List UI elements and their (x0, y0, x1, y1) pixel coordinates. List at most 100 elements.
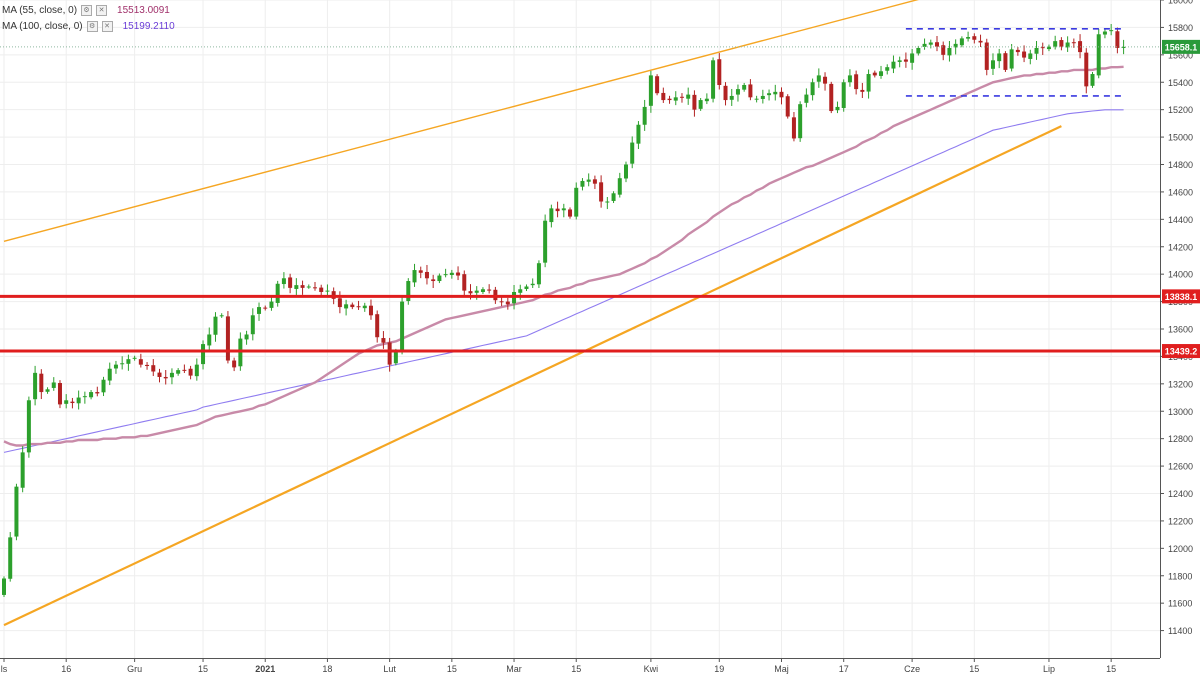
candle-body (910, 53, 915, 63)
gear-icon[interactable]: ⚙ (86, 20, 98, 32)
candle-body (723, 85, 728, 101)
candle-body (194, 364, 199, 377)
candle-body (269, 301, 274, 308)
close-icon[interactable]: ✕ (96, 4, 108, 16)
candle-body (232, 360, 237, 368)
candle-body (132, 357, 137, 359)
candle-body (356, 306, 361, 308)
candle-body (505, 301, 510, 305)
candle-body (456, 272, 461, 276)
legend-ma55-value: 15513.0091 (117, 4, 170, 16)
candle-body (400, 301, 405, 352)
candle-body (804, 94, 809, 103)
close-icon[interactable]: ✕ (101, 20, 113, 32)
candle-body (306, 286, 311, 288)
candle-body (891, 61, 896, 69)
candle-body (151, 365, 156, 372)
candle-body (39, 373, 44, 393)
candle-body (972, 36, 977, 40)
candle-body (1022, 51, 1027, 58)
y-tick-label: 11600 (1168, 599, 1192, 609)
candle-body (1121, 46, 1126, 48)
x-tick-label: ls (1, 664, 8, 674)
gear-icon[interactable]: ⚙ (81, 4, 93, 16)
candle-body (717, 59, 722, 85)
candle-body (928, 42, 933, 45)
candle-body (1102, 31, 1107, 35)
candle-body (14, 486, 19, 537)
y-tick-label: 15000 (1168, 133, 1193, 143)
candle-body (1096, 34, 1101, 76)
candle-body (661, 92, 666, 101)
candle-body (163, 376, 168, 379)
level-label: 13838.1 (1165, 292, 1198, 302)
candle-body (393, 350, 398, 364)
candle-body (611, 193, 616, 201)
candle-body (337, 298, 342, 308)
ma100-line (3, 109, 1124, 453)
candle-body (959, 38, 964, 46)
candle-body (524, 286, 529, 289)
candle-body (57, 383, 62, 405)
x-tick-label: 15 (571, 664, 581, 674)
y-tick-label: 13000 (1168, 407, 1193, 417)
candle-body (294, 285, 299, 289)
candle-body (1059, 40, 1064, 47)
candle-body (574, 187, 579, 217)
candle-body (120, 363, 125, 365)
candle-body (138, 359, 143, 365)
candle-body (45, 389, 50, 392)
y-tick-label: 14800 (1168, 160, 1193, 170)
candle-body (368, 305, 373, 316)
candle-body (748, 84, 753, 98)
x-tick-label: 18 (322, 664, 332, 674)
candle-body (437, 275, 442, 282)
y-tick-label: 16000 (1168, 0, 1193, 6)
candle-body (468, 291, 473, 294)
candle-body (679, 96, 684, 98)
x-tick-label: 19 (714, 664, 724, 674)
candle-body (823, 76, 828, 84)
candle-body (879, 71, 884, 76)
candle-body (275, 283, 280, 303)
candle-body (1015, 49, 1020, 53)
current-price-label: 15658.1 (1165, 42, 1198, 52)
candle-body (1071, 42, 1076, 44)
candle-body (169, 372, 174, 378)
candle-body (381, 338, 386, 343)
candle-body (201, 344, 206, 365)
candle-body (543, 220, 548, 263)
candle-body (1115, 31, 1120, 48)
x-tick-label: 15 (1106, 664, 1116, 674)
candle-body (1009, 49, 1014, 69)
y-tick-label: 14200 (1168, 242, 1193, 252)
candle-body (549, 208, 554, 223)
y-tick-label: 14400 (1168, 215, 1193, 225)
candle-body (754, 98, 759, 100)
candle-body (686, 94, 691, 99)
ma55-line (3, 65, 1124, 447)
candle-body (617, 178, 622, 195)
candle-body (841, 82, 846, 109)
x-tick-label: 16 (61, 664, 71, 674)
candle-body (984, 42, 989, 70)
candle-body (443, 274, 448, 276)
legend-ma100-value: 15199.2110 (122, 20, 175, 32)
candle-body (344, 304, 349, 309)
candle-body (499, 301, 504, 303)
candle-body (101, 379, 106, 393)
y-tick-label: 12200 (1168, 516, 1193, 526)
candle-body (1040, 47, 1045, 49)
legend-ma100: MA (100, close, 0) ⚙ ✕ 15199.2110 (2, 18, 175, 34)
candle-body (860, 89, 865, 92)
candle-body (431, 279, 436, 282)
candle-body (630, 142, 635, 164)
candle-body (64, 400, 69, 404)
candle-body (866, 74, 871, 92)
candle-body (176, 370, 181, 374)
level-label-box (1162, 344, 1200, 359)
legend-ma55: MA (55, close, 0) ⚙ ✕ 15513.0091 (2, 2, 175, 18)
candle-body (70, 401, 75, 404)
candle-body (182, 369, 187, 371)
